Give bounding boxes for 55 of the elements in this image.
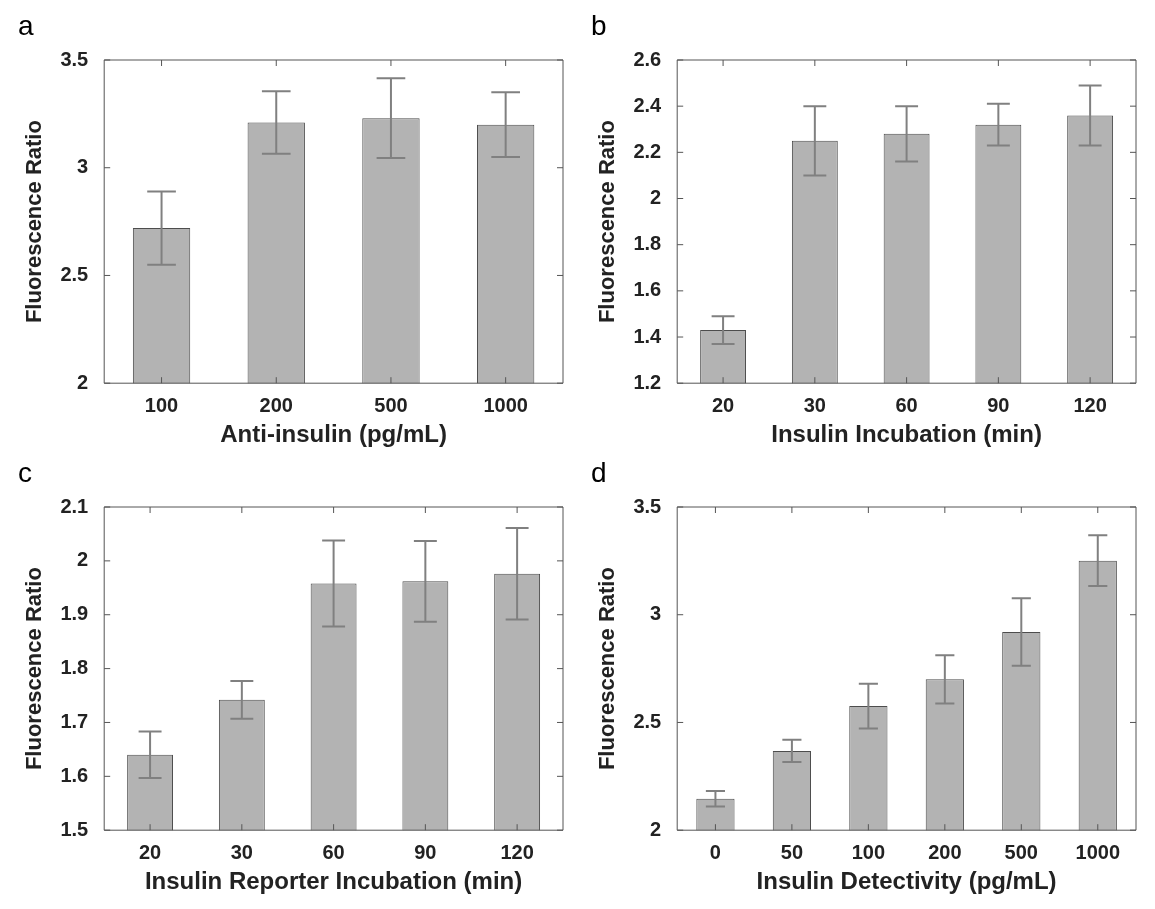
x-tick-label: 100	[144, 393, 179, 416]
y-tick-label: 2.4	[633, 93, 663, 116]
x-tick-label: 30	[803, 393, 826, 416]
x-tick-label: 60	[322, 840, 345, 863]
x-tick-label: 90	[414, 840, 437, 863]
x-tick-label: 1000	[483, 393, 528, 416]
y-tick-label: 3	[650, 602, 662, 625]
y-tick-label: 2.5	[633, 709, 662, 732]
y-tick-label: 2	[77, 548, 89, 571]
x-tick-label: 120	[1073, 393, 1107, 416]
x-tick-label: 90	[987, 393, 1010, 416]
y-axis-title: Fluorescence Ratio	[21, 120, 47, 324]
x-tick-label: 0	[709, 840, 721, 863]
x-axis-title: Anti-insulin (pg/mL)	[220, 420, 447, 448]
y-axis-title: Fluorescence Ratio	[594, 567, 620, 771]
x-tick-label: 100	[851, 840, 886, 863]
y-tick-label: 3	[77, 155, 89, 178]
x-axis-title: Insulin Incubation (min)	[771, 420, 1042, 448]
x-axis-title: Insulin Detectivity (pg/mL)	[756, 867, 1057, 895]
x-tick-label: 60	[895, 393, 918, 416]
y-tick-label: 3.5	[60, 47, 89, 70]
y-tick-label: 2	[77, 370, 89, 393]
y-tick-label: 2.1	[60, 494, 89, 517]
y-tick-label: 1.8	[633, 232, 662, 255]
y-axis-title: Fluorescence Ratio	[21, 567, 47, 771]
y-tick-label: 1.4	[633, 324, 663, 347]
x-tick-label: 120	[500, 840, 534, 863]
y-tick-label: 1.9	[60, 602, 89, 625]
y-tick-label: 1.2	[633, 370, 662, 393]
x-tick-label: 20	[138, 840, 162, 863]
y-tick-label: 1.5	[60, 817, 89, 840]
y-tick-label: 2.2	[633, 139, 662, 162]
y-tick-label: 3.5	[633, 494, 662, 517]
y-axis-title: Fluorescence Ratio	[594, 120, 620, 324]
y-tick-label: 2	[650, 186, 662, 209]
y-tick-label: 1.7	[60, 709, 89, 732]
x-tick-label: 50	[780, 840, 804, 863]
x-tick-label: 20	[711, 393, 735, 416]
x-axis-title: Insulin Reporter Incubation (min)	[144, 867, 523, 895]
y-tick-label: 2.6	[633, 47, 662, 70]
chart-title: b	[591, 10, 607, 42]
y-tick-label: 2.5	[60, 262, 89, 285]
chart-title: a	[18, 10, 34, 42]
y-tick-label: 1.6	[60, 763, 89, 786]
chart-title: d	[591, 457, 607, 489]
y-tick-label: 1.6	[633, 278, 662, 301]
x-tick-label: 500	[1004, 840, 1038, 863]
chart-title: c	[18, 457, 32, 489]
x-tick-label: 1000	[1075, 840, 1121, 863]
x-tick-label: 500	[374, 393, 408, 416]
x-tick-label: 200	[259, 393, 293, 416]
y-tick-label: 2	[650, 817, 662, 840]
x-tick-label: 30	[230, 840, 253, 863]
y-tick-label: 1.8	[60, 656, 89, 679]
x-tick-label: 200	[928, 840, 962, 863]
